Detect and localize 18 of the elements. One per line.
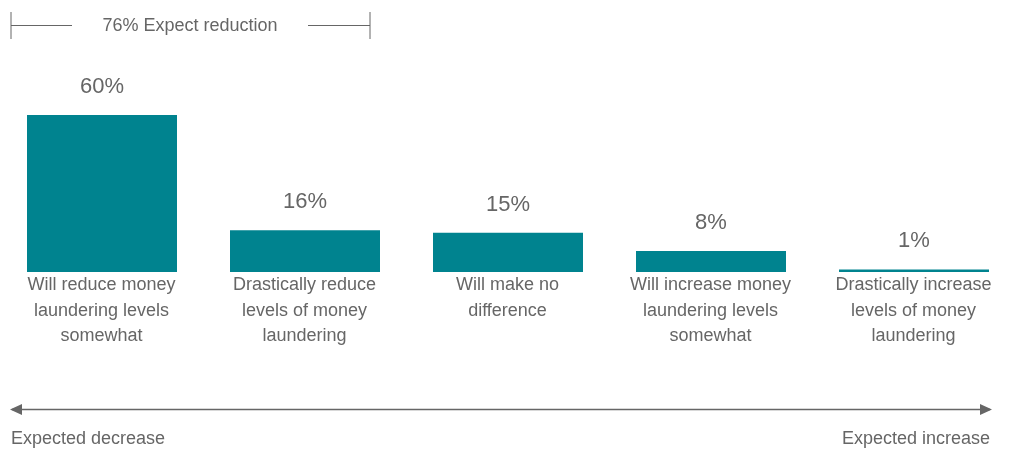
bar: [636, 251, 786, 272]
x-tick-label: Will make no difference: [455, 274, 560, 320]
text: Expected increase: [841, 427, 990, 449]
data-label: 60%: [79, 73, 125, 98]
x-tick-label: Drastically reduce levels of money laundering: [232, 274, 377, 345]
data-label: 1%: [898, 227, 930, 253]
bar: [433, 232, 583, 272]
x-tick-label: Will reduce money laundering levels somewhat: [27, 274, 176, 345]
data-label: 16%: [282, 188, 328, 214]
x-tick-label: Drastically increase levels of money laundering: [835, 274, 992, 345]
text: Expected decrease: [11, 427, 166, 449]
bar: [839, 269, 989, 272]
x-tick-label: Will increase money laundering levels somewhat: [629, 274, 792, 345]
bar: [27, 115, 177, 272]
data-label: 15%: [485, 190, 531, 216]
bar: [230, 230, 380, 272]
text: 76% Expect reduction: [101, 14, 279, 36]
data-label: 8%: [695, 209, 727, 235]
